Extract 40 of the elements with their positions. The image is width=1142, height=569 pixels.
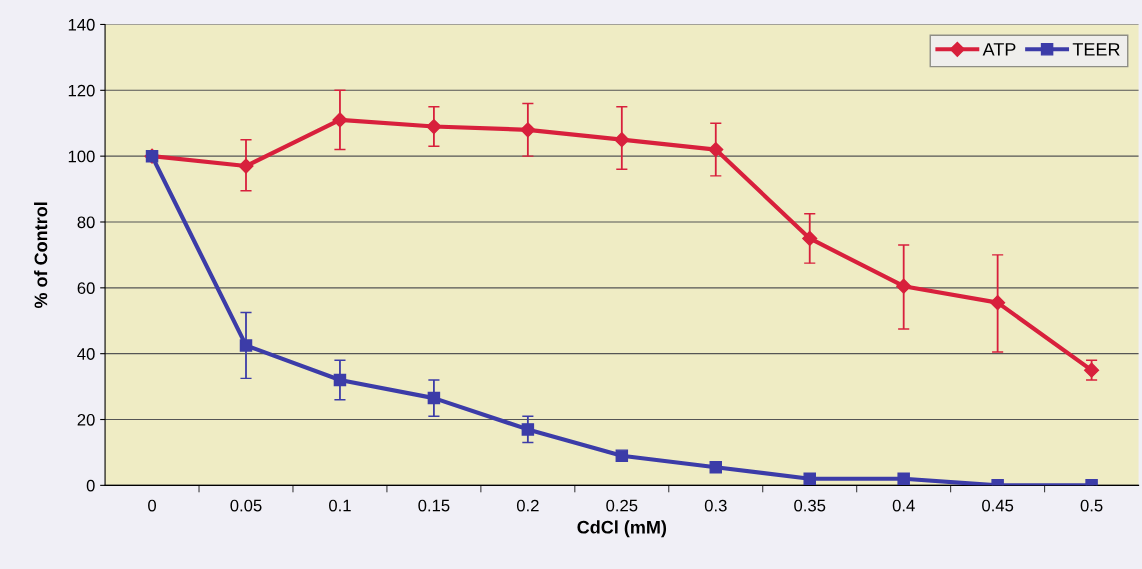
y-tick-label: 100 [68, 150, 95, 163]
y-tick-label: 140 [68, 18, 95, 31]
point [426, 118, 442, 135]
x-tick-label: 0.3 [704, 499, 727, 512]
x-tick-label: 0.1 [329, 499, 351, 512]
point [897, 472, 910, 486]
x-tick-label: 0.25 [606, 499, 638, 512]
y-tick-label: 0 [86, 479, 95, 492]
x-tick-label: 0.05 [230, 499, 262, 512]
point [990, 295, 1006, 311]
legend-label: ATP [982, 43, 1016, 56]
point [614, 132, 630, 148]
point [520, 122, 536, 138]
point [521, 423, 535, 436]
y-axis-title: % of Control [34, 202, 48, 309]
y-tick-label: 20 [77, 413, 95, 426]
y-tick-label: 120 [68, 84, 95, 97]
point [708, 141, 724, 158]
x-tick-label: 0.45 [982, 499, 1014, 512]
point [239, 339, 253, 352]
x-tick-label: 0.5 [1080, 499, 1103, 512]
y-tick-label: 80 [77, 216, 95, 229]
legend-label: TEER [1072, 43, 1120, 56]
point [803, 472, 816, 486]
y-tick-label: 40 [77, 348, 95, 360]
point [615, 449, 629, 462]
point [333, 373, 347, 387]
point [332, 112, 348, 128]
x-tick-label: 0.2 [516, 499, 539, 512]
point [802, 230, 818, 247]
point [896, 278, 912, 294]
x-tick-label: 0.4 [892, 499, 915, 512]
point [427, 391, 441, 405]
x-tick-label: 0 [148, 499, 157, 512]
point [709, 460, 723, 474]
point [238, 158, 254, 174]
x-tick-label: 0.35 [794, 499, 826, 512]
x-tick-label: 0.15 [418, 499, 450, 512]
x-axis-title: CdCl (mM) [577, 520, 667, 538]
y-tick-label: 60 [77, 282, 95, 295]
